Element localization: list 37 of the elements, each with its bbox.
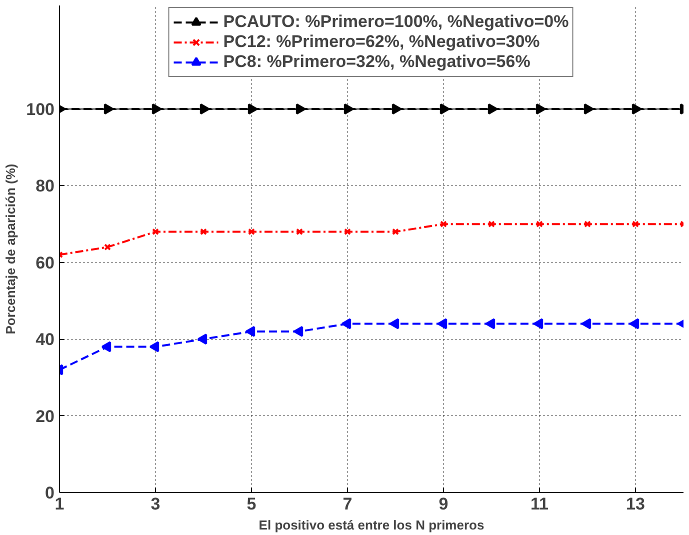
point (248, 228, 255, 236)
point (485, 318, 496, 330)
point (152, 228, 159, 236)
x-axis-title: El positivo está entre los N primeros (258, 518, 484, 532)
point (341, 318, 352, 330)
point (629, 318, 640, 330)
y-tick-label: 60 (36, 253, 55, 272)
point (581, 318, 592, 330)
legend-label: PC8: %Primero=32%, %Negativo=56% (223, 52, 530, 72)
legend-label: PCAUTO: %Primero=100%, %Negativo=0% (223, 12, 569, 32)
x-tick-label: 13 (626, 494, 645, 514)
legend-label: PC12: %Primero=62%, %Negativo=30% (223, 32, 540, 52)
point (536, 220, 543, 228)
point (440, 220, 447, 228)
x-tick-label: 7 (342, 494, 352, 514)
x-tick-label: 5 (246, 494, 256, 514)
point (344, 228, 351, 236)
x-tick-label: 3 (150, 494, 160, 514)
point (437, 318, 448, 330)
y-tick-label: 20 (36, 406, 55, 426)
point (200, 228, 207, 236)
y-tick-label: 40 (36, 330, 55, 350)
y-tick-label: 80 (36, 176, 55, 196)
point (296, 228, 303, 236)
x-tick-label: 9 (438, 494, 448, 514)
x-tick-label: 1 (54, 494, 64, 514)
point (488, 220, 495, 228)
point (389, 318, 400, 330)
point (632, 220, 639, 228)
point (392, 228, 399, 236)
y-tick-label: 0 (45, 484, 55, 502)
point (584, 220, 591, 228)
x-tick-label: 11 (530, 494, 548, 514)
point (533, 318, 544, 330)
point (104, 244, 111, 251)
y-axis-title: Porcentaje de aparición (%) (3, 164, 18, 334)
y-tick-label: 100 (26, 100, 55, 120)
